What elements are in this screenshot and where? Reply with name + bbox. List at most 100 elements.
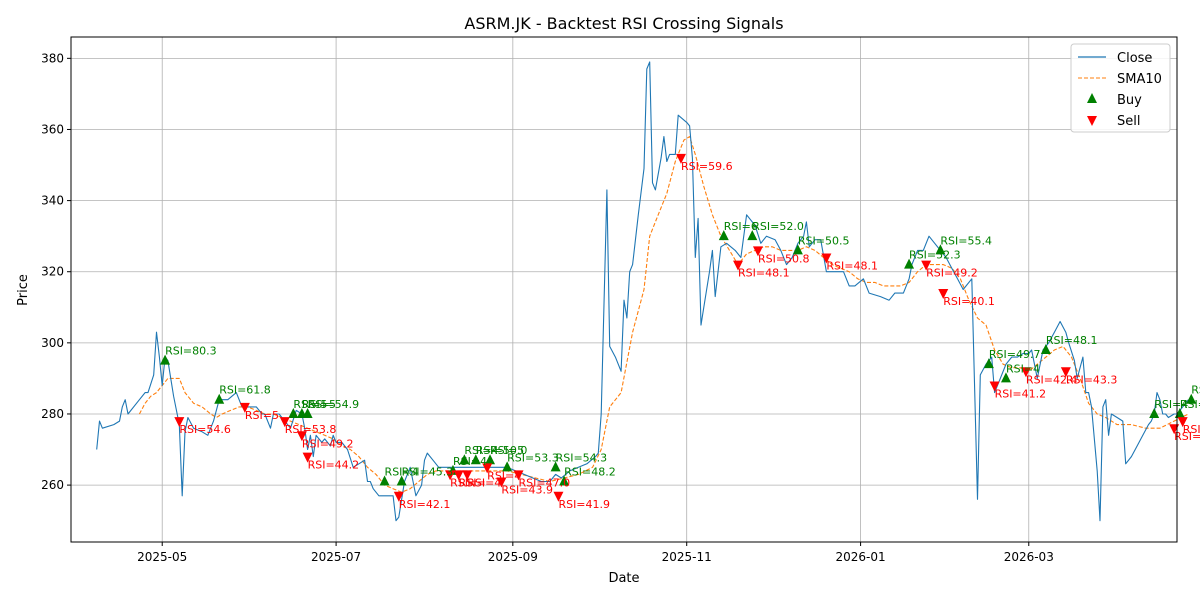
buy-marker bbox=[904, 258, 915, 269]
legend-buy-swatch bbox=[1087, 93, 1097, 103]
buy-annotation: RSI=48.1 bbox=[1046, 334, 1098, 347]
buy-marker bbox=[288, 407, 299, 418]
sell-annotation: RSI= bbox=[450, 476, 477, 489]
buy-marker bbox=[718, 230, 729, 241]
close-series bbox=[96, 61, 1189, 522]
sell-marker bbox=[296, 431, 307, 442]
buy-annotation: RSI=6 bbox=[724, 220, 758, 233]
x-axis-title: Date bbox=[608, 571, 639, 586]
buy-annotation: RSI=4 bbox=[453, 455, 487, 468]
x-tick-label: 2025-11 bbox=[662, 550, 712, 564]
y-axis-title: Price bbox=[16, 274, 31, 306]
legend-label: Close bbox=[1117, 51, 1152, 66]
sell-annotation: RSI=49.2 bbox=[302, 437, 354, 450]
grid bbox=[71, 37, 1177, 542]
buy-marker bbox=[935, 244, 946, 255]
sell-marker bbox=[938, 289, 949, 300]
sell-marker bbox=[513, 470, 524, 481]
buy-marker bbox=[396, 475, 407, 486]
sell-annotation: RSI=50.8 bbox=[758, 252, 810, 265]
y-tick-label: 360 bbox=[41, 122, 64, 136]
buy-annotation: RSI=4 bbox=[1154, 398, 1188, 411]
sell-marker bbox=[279, 417, 290, 428]
buy-marker bbox=[485, 454, 496, 465]
buy-marker bbox=[302, 407, 313, 418]
y-tick-label: 280 bbox=[41, 407, 64, 421]
sell-annotation: RSI=48.1 bbox=[826, 259, 878, 272]
buy-marker bbox=[379, 475, 390, 486]
buy-marker bbox=[459, 454, 470, 465]
sell-annotation: RSI=4 bbox=[487, 469, 521, 482]
sell-annotation: RSI=40.1 bbox=[943, 295, 995, 308]
sell-marker bbox=[553, 491, 564, 502]
x-axis: 2025-05 2025-07 2025-09 2025-11 2026-01 2026-… bbox=[137, 542, 1054, 564]
sell-marker bbox=[733, 260, 744, 271]
chart-title: ASRM.JK - Backtest RSI Crossing Signals bbox=[464, 14, 783, 33]
sell-annotation: RSI=47.0 bbox=[519, 476, 571, 489]
plot-frame bbox=[70, 36, 1178, 543]
buy-annotation: RSI=61.8 bbox=[219, 384, 271, 397]
buy-annotation: RSI=5 bbox=[293, 398, 327, 411]
buy-annotation: RSI=4 bbox=[464, 444, 498, 457]
buy-marker bbox=[214, 393, 225, 404]
sell-marker bbox=[239, 402, 250, 413]
legend-label: Buy bbox=[1117, 93, 1142, 108]
buy-annotation: RSI=48.2 bbox=[564, 466, 616, 479]
buy-annotation: RSI=50.0 bbox=[476, 444, 528, 457]
buy-marker bbox=[160, 354, 171, 365]
sell-marker bbox=[676, 153, 687, 164]
buy-annotation: RSI=49.6 bbox=[1191, 384, 1200, 397]
buy-annotation: RSI=52.3 bbox=[909, 249, 961, 262]
buy-marker bbox=[1040, 343, 1051, 354]
buy-annotation: RSI=4 bbox=[385, 466, 419, 479]
sell-annotation: RSI=43.3 bbox=[1066, 373, 1118, 386]
buy-marker bbox=[559, 475, 570, 486]
sell-annotation: RSI=49.2 bbox=[926, 267, 978, 280]
x-tick-label: 2025-05 bbox=[137, 550, 187, 564]
sell-annotation: RSI=59.6 bbox=[681, 160, 733, 173]
buy-annotation: RSI=45.3 bbox=[402, 466, 454, 479]
buy-annotation: RSI=5 bbox=[302, 398, 336, 411]
buy-annotation: RSI=53.3 bbox=[507, 451, 559, 464]
sell-marker bbox=[453, 470, 464, 481]
sell-annotation: RSI=42.1 bbox=[399, 498, 451, 511]
sell-marker bbox=[496, 477, 507, 488]
buy-annotation: RSI=54.3 bbox=[556, 451, 608, 464]
x-tick-label: 2026-03 bbox=[1004, 550, 1054, 564]
buy-marker bbox=[1186, 393, 1197, 404]
buy-marker bbox=[983, 358, 994, 369]
sell-marker bbox=[921, 260, 932, 271]
y-axis: 260 280 300 320 340 360 380 bbox=[41, 51, 71, 492]
sell-annotation: RSI=48.1 bbox=[738, 267, 790, 280]
buy-marker bbox=[1149, 407, 1160, 418]
buy-marker bbox=[747, 230, 758, 241]
sell-annotation: RSI=41.9 bbox=[558, 498, 610, 511]
sell-annotation: RSI= bbox=[459, 476, 486, 489]
buy-annotation: RSI=47.1 bbox=[1180, 398, 1200, 411]
sell-annotation: RSI=4 bbox=[467, 476, 501, 489]
y-tick-label: 260 bbox=[41, 478, 64, 492]
legend: Close SMA10 Buy Sell bbox=[1070, 43, 1171, 133]
sell-marker bbox=[174, 417, 185, 428]
legend-box bbox=[1070, 43, 1171, 133]
sell-marker bbox=[752, 246, 763, 257]
sell-annotation: RSI=5 bbox=[245, 409, 279, 422]
legend-sell-swatch bbox=[1087, 116, 1097, 126]
buy-marker bbox=[792, 244, 803, 255]
signal-annotations: RSI=80.3RSI=61.8RSI=5RSI=5RSI=54.9RSI=4R… bbox=[165, 160, 1200, 511]
sell-marker bbox=[302, 452, 313, 463]
sell-marker bbox=[462, 470, 473, 481]
sell-marker bbox=[1177, 417, 1188, 428]
buy-marker bbox=[470, 454, 481, 465]
legend-label: Sell bbox=[1117, 114, 1140, 129]
sell-annotation: RSI=46.1 bbox=[1183, 423, 1200, 436]
sell-marker bbox=[1060, 367, 1071, 378]
sell-marker bbox=[482, 463, 493, 474]
buy-annotation: RSI=4 bbox=[1006, 362, 1040, 375]
x-tick-label: 2026-01 bbox=[836, 550, 886, 564]
buy-marker bbox=[1000, 372, 1011, 383]
buy-annotation: RSI=54.9 bbox=[308, 398, 360, 411]
sma10-line bbox=[138, 136, 1189, 493]
sell-marker bbox=[393, 491, 404, 502]
